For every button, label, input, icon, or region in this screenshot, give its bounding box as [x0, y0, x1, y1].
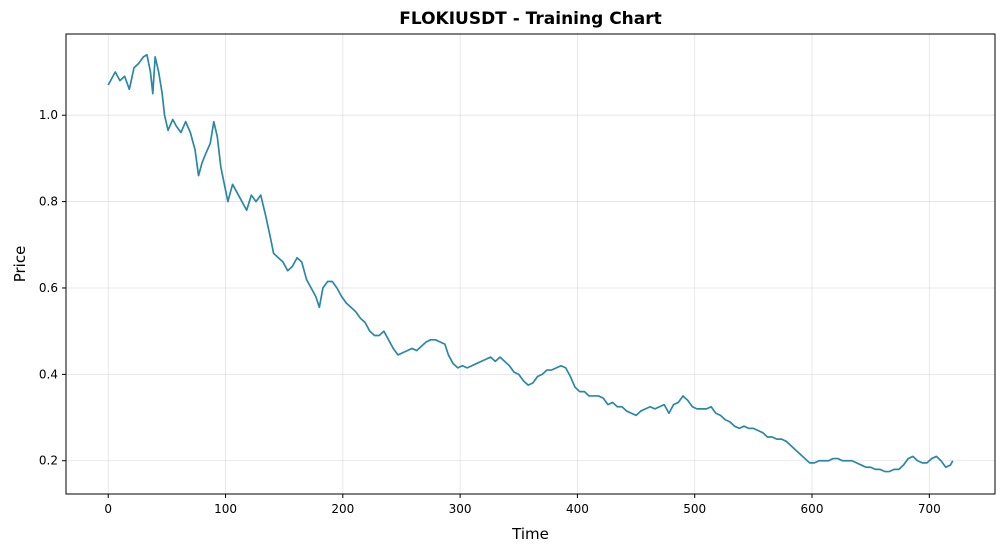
y-tick-label: 0.2 [39, 454, 58, 468]
x-tick-label: 400 [566, 502, 589, 516]
price-series-line [107, 53, 954, 473]
series-layer [107, 53, 954, 473]
x-tick-label: 100 [214, 502, 237, 516]
grid [66, 34, 995, 494]
x-tick-label: 0 [104, 502, 112, 516]
y-tick-label: 0.4 [39, 367, 58, 381]
x-tick-label: 300 [449, 502, 472, 516]
chart-title: FLOKIUSDT - Training Chart [399, 9, 662, 29]
y-tick-label: 0.8 [39, 195, 58, 209]
x-axis-label: Time [511, 525, 549, 543]
y-axis-label: Price [11, 246, 29, 283]
x-tick-label: 700 [918, 502, 941, 516]
x-tick-label: 200 [331, 502, 354, 516]
x-tick-label: 500 [683, 502, 706, 516]
y-tick-label: 0.6 [39, 281, 58, 295]
plot-frame [65, 33, 996, 495]
y-tick-label: 1.0 [39, 108, 58, 122]
x-tick-label: 600 [801, 502, 824, 516]
axis-ticks: 0 100 200 300 400 500 600 700 0.2 0.4 0.6 0.8 1.0 [39, 108, 941, 516]
